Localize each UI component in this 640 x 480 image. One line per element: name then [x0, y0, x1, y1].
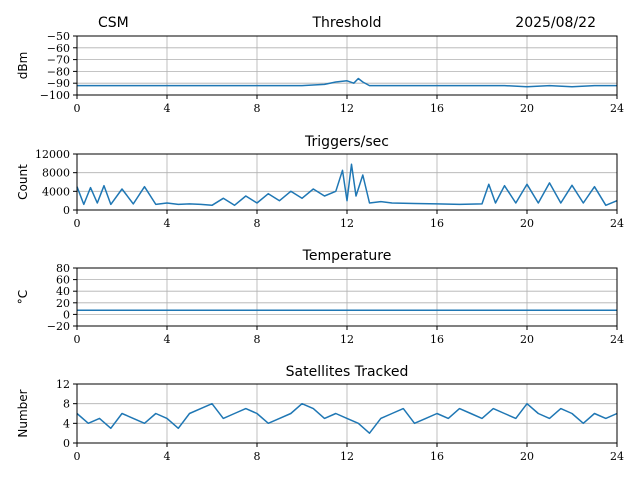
- x-tick-label: 16: [430, 333, 444, 346]
- x-tick-label: 12: [340, 217, 354, 230]
- y-tick-label: 20: [56, 297, 70, 310]
- y-tick-label: −80: [47, 65, 70, 78]
- y-tick-label: −50: [47, 30, 70, 43]
- y-tick-label: −60: [47, 42, 70, 55]
- x-tick-label: 24: [610, 450, 624, 463]
- panel-title: Temperature: [302, 248, 392, 264]
- x-tick-label: 12: [340, 333, 354, 346]
- y-tick-label: −90: [47, 77, 70, 90]
- x-tick-label: 16: [430, 102, 444, 115]
- y-tick-label: 8000: [42, 167, 70, 180]
- plot-frame: [76, 153, 618, 211]
- x-tick-label: 8: [254, 217, 261, 230]
- header-label: CSM: [98, 15, 129, 31]
- y-tick-label: −70: [47, 54, 70, 67]
- y-tick-label: −20: [47, 320, 70, 333]
- plot-frame: [76, 383, 618, 444]
- x-tick-label: 20: [520, 217, 534, 230]
- panel-title: Triggers/sec: [304, 134, 389, 150]
- y-axis-label: Number: [16, 389, 30, 437]
- y-tick-label: 12000: [35, 148, 70, 161]
- x-tick-label: 0: [74, 450, 81, 463]
- y-tick-label: 0: [63, 437, 70, 450]
- header-date: 2025/08/22: [515, 15, 596, 31]
- x-tick-label: 0: [74, 217, 81, 230]
- x-tick-label: 24: [610, 333, 624, 346]
- x-tick-label: 4: [164, 102, 171, 115]
- y-axis-label: Count: [16, 164, 30, 200]
- y-tick-label: 8: [63, 398, 70, 411]
- x-tick-label: 24: [610, 102, 624, 115]
- y-tick-label: 0: [63, 204, 70, 217]
- plot-frame: [76, 35, 618, 96]
- y-tick-label: 60: [56, 274, 70, 287]
- series-line: [76, 163, 618, 207]
- y-tick-label: 4: [63, 417, 70, 430]
- plot-frame: [76, 267, 618, 327]
- y-axis-label: dBm: [16, 52, 30, 80]
- x-tick-label: 4: [164, 333, 171, 346]
- x-tick-label: 0: [74, 102, 81, 115]
- x-tick-label: 12: [340, 450, 354, 463]
- y-tick-label: 0: [63, 308, 70, 321]
- y-tick-label: 80: [56, 262, 70, 275]
- x-tick-label: 0: [74, 333, 81, 346]
- x-tick-label: 16: [430, 450, 444, 463]
- x-tick-label: 24: [610, 217, 624, 230]
- x-tick-label: 20: [520, 333, 534, 346]
- x-tick-label: 16: [430, 217, 444, 230]
- x-tick-label: 20: [520, 102, 534, 115]
- y-tick-label: 4000: [42, 185, 70, 198]
- y-tick-label: 12: [56, 378, 70, 391]
- panel-title: Threshold: [312, 15, 382, 31]
- x-tick-label: 4: [164, 450, 171, 463]
- panel-title: Satellites Tracked: [286, 364, 409, 380]
- x-tick-label: 4: [164, 217, 171, 230]
- x-tick-label: 8: [254, 450, 261, 463]
- x-tick-label: 8: [254, 102, 261, 115]
- x-tick-label: 8: [254, 333, 261, 346]
- x-tick-label: 20: [520, 450, 534, 463]
- y-tick-label: −100: [40, 89, 70, 102]
- series-line: [76, 402, 618, 434]
- series-line: [77, 77, 617, 88]
- y-axis-label: °C: [16, 290, 30, 304]
- y-tick-label: 40: [56, 285, 70, 298]
- x-tick-label: 12: [340, 102, 354, 115]
